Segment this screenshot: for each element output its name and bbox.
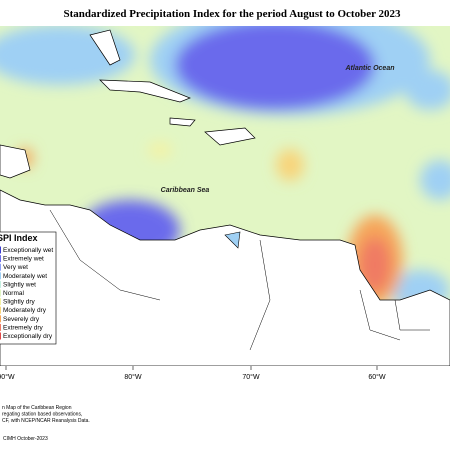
legend-swatch	[0, 280, 1, 288]
longitude-label: 70°W	[242, 373, 260, 381]
legend-swatch	[0, 246, 1, 254]
borders	[49, 209, 430, 351]
legend-box	[0, 231, 57, 345]
legend-title: SPI Index	[0, 233, 38, 243]
legend-label: Very wet	[3, 264, 28, 271]
longitude-label: 60°W	[368, 373, 386, 381]
title: Standardized Precipitation Index for the…	[63, 8, 401, 20]
legend-label: Exceptionally dry	[3, 333, 53, 340]
legend-label: Slightly wet	[3, 281, 36, 288]
legend: SPI Index Exceptionally wet Extremely wet…	[0, 231, 57, 345]
credit: CIMH October-2023	[3, 436, 48, 442]
legend-label: Severely dry	[3, 316, 40, 323]
legend-swatch	[0, 298, 1, 306]
footnote-line: regating station based observations,	[2, 412, 82, 418]
legend-swatch	[0, 263, 1, 271]
legend-label: Moderately wet	[3, 273, 47, 280]
spi-field	[0, 26, 450, 366]
legend-swatch	[0, 315, 1, 323]
lake	[224, 231, 241, 249]
longitude-label: 80°W	[124, 373, 142, 381]
legend-label: Extremely wet	[3, 256, 44, 263]
footnote-line: n Map of the Caribbean Region	[2, 405, 72, 411]
ocean-label: Atlantic Ocean	[344, 65, 394, 72]
legend-swatch	[0, 289, 1, 297]
legend-swatch	[0, 272, 1, 280]
legend-label: Exceptionally wet	[3, 247, 53, 254]
axis: 90°W 80°W 70°W 60°W	[0, 366, 386, 381]
legend-label: Moderately dry	[3, 307, 47, 314]
land	[0, 29, 450, 366]
longitude-label: 90°W	[0, 373, 15, 381]
legend-label: Extremely dry	[3, 324, 43, 331]
legend-swatch	[0, 332, 1, 340]
legend-label: Normal	[3, 290, 25, 297]
footnote-line: CF, with NCEP/NCAR Reanalysis Data.	[2, 418, 90, 424]
legend-swatch	[0, 323, 1, 331]
legend-label: Slightly dry	[3, 299, 36, 306]
legend-swatch	[0, 306, 1, 314]
sea-label: Caribbean Sea	[161, 187, 210, 194]
legend-swatch	[0, 255, 1, 263]
